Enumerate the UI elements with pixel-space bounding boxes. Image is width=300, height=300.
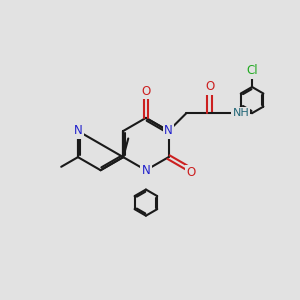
Text: O: O [205,80,214,94]
Text: O: O [141,85,151,98]
Text: Cl: Cl [246,64,258,77]
Text: N: N [164,124,173,137]
Text: N: N [142,164,150,177]
Text: O: O [186,167,196,179]
Text: NH: NH [232,108,249,118]
Text: N: N [74,124,82,137]
